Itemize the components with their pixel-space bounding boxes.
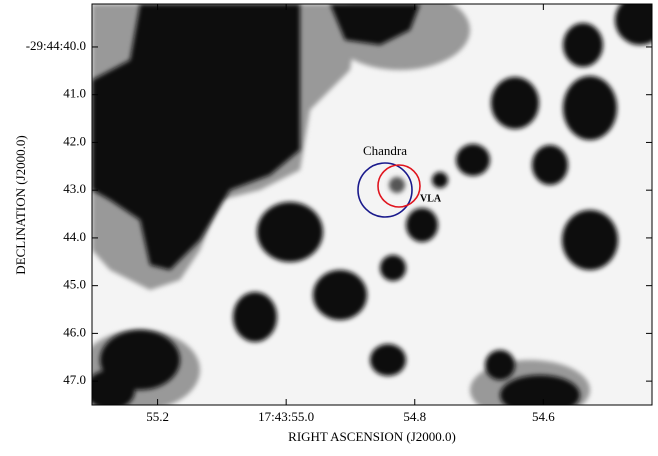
annotation: VLA xyxy=(420,193,442,204)
y-tick-label: 43.0 xyxy=(63,181,86,196)
y-tick-label: 46.0 xyxy=(63,324,86,339)
sky-image xyxy=(80,0,658,420)
x-axis-title: RIGHT ASCENSION (J2000.0) xyxy=(288,429,456,444)
y-axis-title: DECLINATION (J2000.0) xyxy=(13,135,28,274)
x-tick-label: 17:43:55.0 xyxy=(258,409,314,424)
x-tick-label: 55.2 xyxy=(146,409,169,424)
y-tick-label: 44.0 xyxy=(63,229,86,244)
y-tick-label: 47.0 xyxy=(63,372,86,387)
y-tick-label: 42.0 xyxy=(63,133,86,148)
x-tick-label: 54.6 xyxy=(532,409,555,424)
figure: Chandra VLA RIGHT ASCENSION (J2000.0) DE… xyxy=(0,0,658,451)
y-tick-label: 41.0 xyxy=(63,86,86,101)
x-tick-label: 54.8 xyxy=(403,409,426,424)
y-tick-label: -29:44:40.0 xyxy=(26,38,86,53)
y-tick-label: 45.0 xyxy=(63,277,86,292)
annotation: Chandra xyxy=(363,143,407,158)
